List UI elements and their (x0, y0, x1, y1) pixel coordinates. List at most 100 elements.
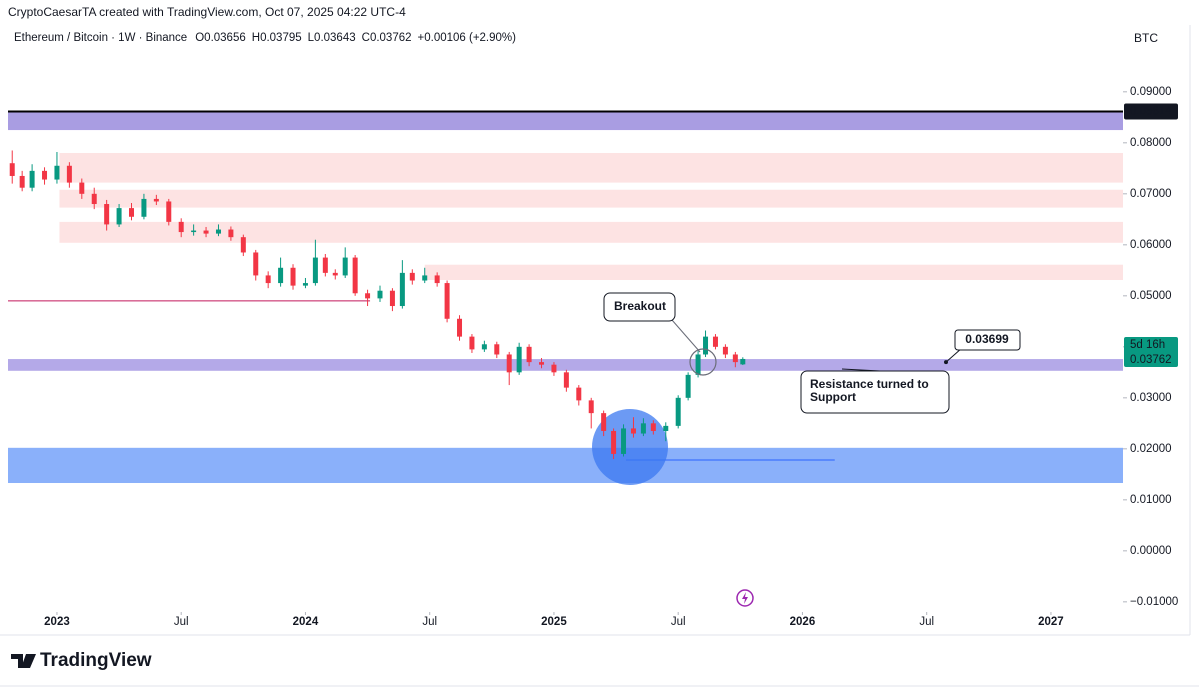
candle-body (588, 400, 594, 414)
candle-body (494, 344, 500, 355)
y-tick-label: 0.06000 (1130, 239, 1172, 251)
ohlc-value: 0.03795 (260, 32, 302, 44)
zone (424, 264, 1124, 281)
ohlc-letter: C (362, 32, 370, 44)
countdown: 5d 16h (1130, 339, 1165, 351)
price-label-box (1124, 103, 1178, 120)
candle-body (722, 346, 728, 355)
candle-body (506, 354, 512, 373)
y-tick-label: 0.01000 (1130, 494, 1172, 506)
candle-body (253, 252, 259, 276)
zone (8, 447, 1123, 484)
y-tick-label: 0.05000 (1130, 290, 1172, 302)
candle-body (576, 387, 582, 401)
candle-body (312, 257, 318, 284)
candle-body (29, 170, 35, 188)
candle-body (685, 374, 691, 398)
price-label: 0.08614 (1130, 106, 1172, 118)
ohlc-value: 0.03643 (314, 32, 356, 44)
candle-body (332, 272, 338, 276)
candle-body (116, 208, 122, 225)
currency: BTC (1134, 31, 1158, 45)
annotation: Support (810, 390, 856, 404)
candle-body (290, 267, 296, 286)
zone (59, 221, 1123, 243)
ohlc-letter: O (195, 32, 204, 44)
ohlc-letter: H (252, 32, 260, 44)
y-tick-label: 0.09000 (1130, 86, 1172, 98)
candle-body (278, 267, 284, 284)
x-tick-label: 2025 (541, 616, 567, 628)
candle-body (457, 318, 463, 337)
candle-body (342, 257, 348, 276)
y-tick-label: 0.03000 (1130, 392, 1172, 404)
callout-box (954, 329, 1021, 351)
candle-body (399, 272, 405, 307)
y-tick-label: 0.07000 (1130, 188, 1172, 200)
annotation-box (800, 370, 950, 414)
x-tick-label: Jul (919, 616, 934, 628)
breakout-marker (689, 348, 717, 376)
candle-body (621, 428, 627, 454)
candle-body (66, 165, 72, 183)
ohlc-value: 0.03762 (370, 32, 412, 44)
candle-body (601, 413, 607, 431)
candle-body (516, 346, 522, 373)
ohlc-letter: L (308, 32, 315, 44)
zone (59, 189, 1123, 208)
x-tick-label: 2026 (790, 616, 816, 628)
candle-body (79, 182, 85, 194)
y-tick-label: 0.02000 (1130, 443, 1172, 455)
candle-body (563, 372, 569, 388)
x-tick-label: Jul (174, 616, 189, 628)
candle-body (365, 293, 371, 299)
price-label-box (1124, 336, 1178, 367)
logo-text: TradingView (40, 650, 152, 671)
candle-body (481, 344, 487, 350)
candle-body (42, 170, 48, 180)
candle-body (389, 290, 395, 307)
candle-body (703, 336, 709, 355)
zone (8, 359, 1123, 371)
highlight (592, 409, 668, 485)
candle-body (203, 230, 209, 234)
candle-body (409, 272, 415, 281)
candle-body (732, 354, 738, 363)
pointer (671, 319, 701, 353)
candle-body (240, 237, 246, 253)
candle-body (650, 423, 656, 431)
candle-body (640, 423, 646, 434)
candle-body (129, 208, 135, 217)
annotation: Resistance turned to (810, 377, 929, 391)
x-tick-label: Jul (422, 616, 437, 628)
price-label: 0.03762 (1130, 354, 1172, 366)
x-tick-label: Jul (671, 616, 686, 628)
candle-body (352, 257, 358, 294)
candle-body (444, 283, 450, 319)
candle-body (178, 221, 184, 233)
y-tick-label: 0.00000 (1130, 545, 1172, 557)
candle-body (611, 430, 617, 454)
change: +0.00106 (+2.90%) (418, 32, 517, 44)
candle-body (551, 364, 557, 373)
logo: TradingView (11, 650, 152, 671)
annotation: Breakout (614, 299, 666, 313)
candle-body (228, 229, 234, 238)
icon (742, 592, 748, 604)
candle-body (153, 198, 159, 202)
annotation-box (603, 292, 676, 322)
candle-body (434, 275, 440, 284)
candle-body (663, 425, 669, 431)
candle-body (712, 336, 718, 347)
candle-body (191, 230, 197, 233)
candle-body (322, 257, 328, 273)
candle-body (215, 229, 221, 234)
candle-body (630, 428, 636, 434)
candle-body (377, 290, 383, 299)
candle-body (526, 346, 532, 363)
candle-body (19, 175, 25, 188)
candle-body (422, 275, 428, 281)
candle-body (166, 201, 172, 222)
plot: Breakout 0.03699 Resistance turned toSuppo… (8, 110, 1124, 485)
